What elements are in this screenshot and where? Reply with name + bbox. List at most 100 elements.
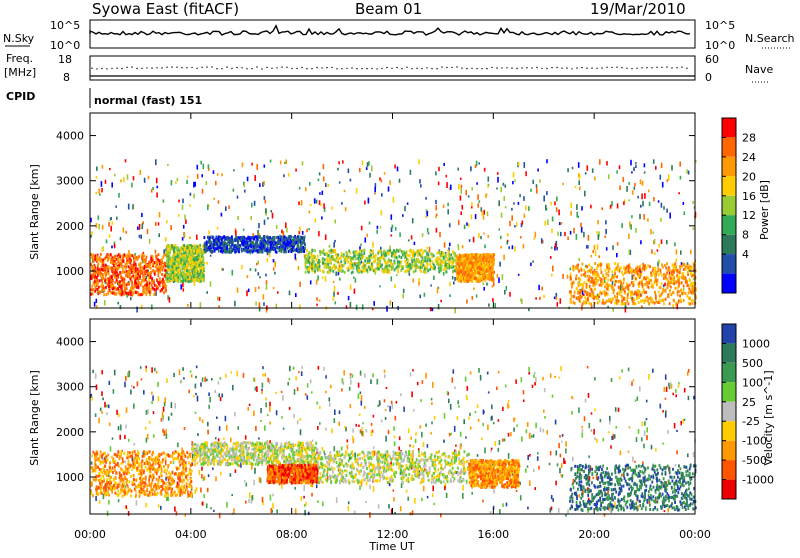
- echo-mark: [493, 282, 495, 287]
- band-echo-mark: [243, 243, 245, 246]
- band-echo-mark: [161, 261, 163, 264]
- band-echo-mark: [615, 296, 617, 299]
- band-echo-mark: [340, 260, 342, 263]
- echo-mark: [550, 202, 552, 206]
- echo-mark: [213, 170, 215, 174]
- echo-mark: [399, 232, 401, 237]
- band-echo-mark: [488, 270, 490, 273]
- echo-mark: [537, 169, 539, 172]
- echo-mark: [497, 274, 499, 278]
- echo-mark: [217, 297, 219, 301]
- nsky-tick-top: 10^5: [50, 19, 80, 32]
- echo-mark: [679, 162, 681, 167]
- echo-mark: [399, 179, 401, 183]
- band-echo-mark: [193, 275, 195, 278]
- echo-mark: [366, 234, 368, 237]
- band-echo-mark: [103, 261, 105, 264]
- band-echo-mark: [128, 265, 130, 268]
- echo-mark: [578, 258, 580, 261]
- band-echo-mark: [406, 270, 408, 273]
- echo-mark: [599, 159, 601, 165]
- echo-mark: [202, 189, 204, 194]
- echo-mark: [668, 174, 670, 180]
- band-echo-mark: [456, 257, 458, 260]
- echo-mark: [201, 174, 203, 177]
- echo-mark: [499, 262, 501, 267]
- echo-mark: [265, 208, 267, 213]
- band-echo-mark: [170, 262, 172, 265]
- echo-mark: [323, 203, 325, 209]
- echo-mark: [182, 282, 184, 287]
- band-echo-mark: [349, 256, 351, 259]
- echo-mark: [449, 243, 451, 247]
- echo-mark: [381, 193, 383, 196]
- band-echo-mark: [154, 273, 156, 276]
- echo-mark: [644, 163, 646, 167]
- echo-mark: [196, 235, 198, 240]
- echo-mark: [257, 261, 259, 265]
- band-echo-mark: [205, 246, 207, 249]
- echo-mark: [687, 262, 689, 265]
- band-echo-mark: [110, 279, 112, 282]
- band-echo-mark: [214, 250, 216, 253]
- band-echo-mark: [419, 266, 421, 269]
- echo-mark: [140, 170, 142, 175]
- echo-mark: [256, 164, 258, 170]
- echo-mark: [533, 237, 535, 239]
- band-echo-mark: [621, 284, 623, 287]
- band-echo-mark: [162, 278, 164, 281]
- band-echo-mark: [106, 271, 108, 274]
- band-echo-mark: [339, 262, 341, 265]
- band-echo-mark: [449, 261, 451, 264]
- band-echo-mark: [332, 270, 334, 273]
- band-echo-mark: [404, 252, 406, 255]
- band-echo-mark: [588, 278, 590, 281]
- echo-mark: [473, 288, 475, 290]
- band-echo-mark: [120, 262, 122, 265]
- band-echo-mark: [145, 259, 147, 262]
- echo-mark: [285, 160, 287, 165]
- echo-mark: [585, 172, 587, 174]
- band-echo-mark: [172, 255, 174, 258]
- echo-mark: [443, 272, 445, 276]
- band-echo-mark: [590, 303, 592, 306]
- band-echo-mark: [156, 285, 158, 288]
- echo-mark: [429, 247, 431, 253]
- echo-mark: [611, 201, 613, 206]
- echo-mark: [497, 177, 499, 183]
- echo-mark: [136, 307, 138, 313]
- band-echo-mark: [673, 291, 675, 294]
- echo-mark: [147, 229, 149, 234]
- band-echo-mark: [423, 270, 425, 273]
- echo-mark: [322, 276, 324, 278]
- echo-mark: [446, 175, 448, 178]
- echo-mark: [407, 203, 409, 205]
- band-echo-mark: [466, 267, 468, 270]
- echo-mark: [592, 168, 594, 173]
- echo-mark: [360, 244, 362, 246]
- band-echo-mark: [92, 254, 94, 257]
- echo-mark: [233, 189, 235, 192]
- echo-mark: [413, 278, 415, 282]
- echo-mark: [394, 165, 396, 169]
- band-echo-mark: [198, 270, 200, 273]
- band-echo-mark: [168, 279, 170, 282]
- band-echo-mark: [649, 265, 651, 268]
- echo-mark: [397, 167, 399, 172]
- band-echo-mark: [586, 283, 588, 286]
- band-echo-mark: [96, 282, 98, 285]
- echo-mark: [369, 222, 371, 225]
- band-echo-mark: [136, 256, 138, 259]
- band-echo-mark: [409, 254, 411, 257]
- echo-mark: [309, 182, 311, 186]
- band-echo-mark: [415, 268, 417, 271]
- echo-mark: [578, 162, 580, 168]
- band-echo-mark: [679, 294, 681, 297]
- echo-mark: [438, 167, 440, 171]
- echo-mark: [551, 274, 553, 277]
- band-echo-mark: [358, 263, 360, 266]
- band-echo-mark: [676, 302, 678, 305]
- band-echo-mark: [104, 279, 106, 282]
- band-echo-mark: [276, 244, 278, 247]
- band-echo-mark: [687, 271, 689, 274]
